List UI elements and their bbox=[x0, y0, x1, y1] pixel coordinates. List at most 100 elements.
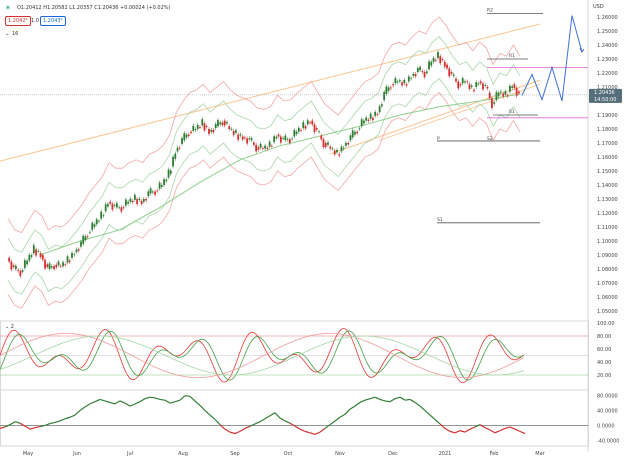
price-tick-label: 1.18000 bbox=[597, 127, 618, 133]
candle-body bbox=[98, 220, 100, 222]
candle-body bbox=[172, 156, 174, 167]
candle-body bbox=[151, 191, 154, 193]
candle-body bbox=[147, 191, 150, 197]
candle-body bbox=[365, 117, 368, 121]
price-tick-label: 1.13000 bbox=[597, 197, 618, 203]
candle-body bbox=[167, 169, 170, 178]
candle-body bbox=[46, 264, 49, 267]
oscillator-line-segment bbox=[164, 399, 171, 404]
oscillator-line-segment bbox=[454, 430, 461, 434]
oscillator-line-segment bbox=[489, 429, 496, 434]
candle-body bbox=[239, 134, 242, 136]
candle-body bbox=[385, 86, 388, 94]
oscillator-line-segment bbox=[304, 430, 311, 434]
sell-button[interactable]: 1.2042⁶ bbox=[5, 16, 31, 26]
pivot-level-label: R2 bbox=[487, 8, 493, 14]
oscillator-line-segment bbox=[484, 427, 491, 431]
time-tick-label: Sep bbox=[230, 451, 239, 457]
candle-body bbox=[279, 136, 282, 143]
oscillator-line-segment bbox=[354, 401, 361, 407]
oscillator-line-segment bbox=[279, 417, 286, 422]
oscillator-line-segment bbox=[259, 418, 266, 423]
oscillator-line-segment bbox=[129, 403, 136, 407]
time-tick-label: Jul bbox=[126, 451, 133, 457]
candle-body bbox=[354, 131, 356, 135]
candle-body bbox=[131, 200, 134, 203]
pivot-level-label: S1 bbox=[509, 109, 515, 115]
candle-body bbox=[192, 125, 195, 131]
price-tick-label: 1.08000 bbox=[597, 267, 618, 273]
collapse-chevron-icon[interactable]: ⌄ bbox=[5, 31, 10, 37]
candle-body bbox=[329, 146, 332, 149]
candle-body bbox=[77, 249, 80, 251]
candle-body bbox=[320, 135, 323, 140]
price-tag-countdown: 14:50:00 bbox=[594, 97, 617, 103]
candle-body bbox=[111, 203, 114, 210]
oscillator-line-segment bbox=[139, 398, 146, 403]
candle-body bbox=[86, 236, 89, 238]
candle-body bbox=[293, 129, 296, 137]
candle-body bbox=[484, 84, 487, 86]
candle-body bbox=[448, 68, 451, 77]
time-tick-label: Mar bbox=[535, 451, 545, 457]
candle-body bbox=[23, 260, 26, 269]
oscillator-line-segment bbox=[49, 421, 56, 425]
oscillator-line-segment bbox=[229, 431, 236, 435]
symbol-star-icon[interactable]: ✶ bbox=[5, 4, 11, 12]
pivot-level-label: P bbox=[437, 136, 440, 142]
oscillator-line-segment bbox=[449, 430, 456, 434]
price-tick-label: 1.19000 bbox=[597, 113, 618, 119]
oscillator-line-segment bbox=[389, 398, 396, 403]
price-tick-label: 1.09000 bbox=[597, 253, 618, 259]
oscillator-line-segment bbox=[109, 401, 116, 405]
candle-body bbox=[304, 126, 307, 129]
buy-button[interactable]: 1.2043⁶ bbox=[40, 16, 66, 26]
candle-body bbox=[28, 254, 31, 261]
oscillator-line-segment bbox=[244, 425, 251, 429]
candle-body bbox=[455, 78, 457, 82]
oscillator-line-segment bbox=[209, 414, 216, 420]
candle-body bbox=[32, 245, 35, 254]
candle-body bbox=[450, 72, 453, 74]
oscillator-line-segment bbox=[514, 428, 521, 432]
candle-body bbox=[237, 134, 240, 140]
candle-body bbox=[214, 124, 217, 129]
oscillator-line-segment bbox=[319, 427, 326, 433]
candle-body bbox=[376, 114, 379, 115]
candle-body bbox=[466, 81, 469, 83]
price-tick-label: 1.06000 bbox=[597, 295, 618, 301]
oscillator-line-segment bbox=[469, 426, 476, 430]
price-tick-label: 1.25000 bbox=[597, 29, 618, 35]
oscillator-line-segment bbox=[124, 402, 131, 407]
candle-body bbox=[219, 122, 222, 125]
candle-body bbox=[486, 87, 489, 89]
candle-body bbox=[423, 72, 426, 78]
indicator-count[interactable]: 16 bbox=[12, 31, 19, 37]
candle-body bbox=[338, 154, 341, 156]
ohlc-readout: O1.20412 H1.20582 L1.20357 C1.20436 +0.0… bbox=[17, 5, 171, 11]
channel-inner-line bbox=[379, 83, 541, 141]
candle-body bbox=[124, 199, 127, 206]
stochastic-tick-label: 20.00 bbox=[597, 373, 611, 379]
oscillator-line-segment bbox=[419, 405, 426, 412]
candle-body bbox=[360, 119, 363, 127]
oscillator-line-segment bbox=[394, 396, 401, 400]
oscillator-line-segment bbox=[99, 398, 106, 402]
candle-body bbox=[255, 144, 258, 152]
oscillator-line-segment bbox=[294, 425, 301, 430]
price-tick-label: 1.22000 bbox=[597, 71, 618, 77]
pivot-level-label: R1 bbox=[509, 53, 515, 59]
candle-body bbox=[475, 82, 478, 87]
candle-body bbox=[116, 203, 118, 208]
candle-body bbox=[324, 143, 327, 147]
candle-body bbox=[425, 71, 428, 73]
candle-body bbox=[53, 266, 55, 269]
price-tag-value: 1.20436 bbox=[594, 90, 615, 96]
candle-body bbox=[104, 204, 107, 212]
candle-body bbox=[306, 120, 309, 125]
candle-body bbox=[41, 255, 44, 260]
candle-body bbox=[133, 194, 136, 200]
candle-body bbox=[84, 236, 87, 241]
candle-body bbox=[470, 85, 473, 87]
